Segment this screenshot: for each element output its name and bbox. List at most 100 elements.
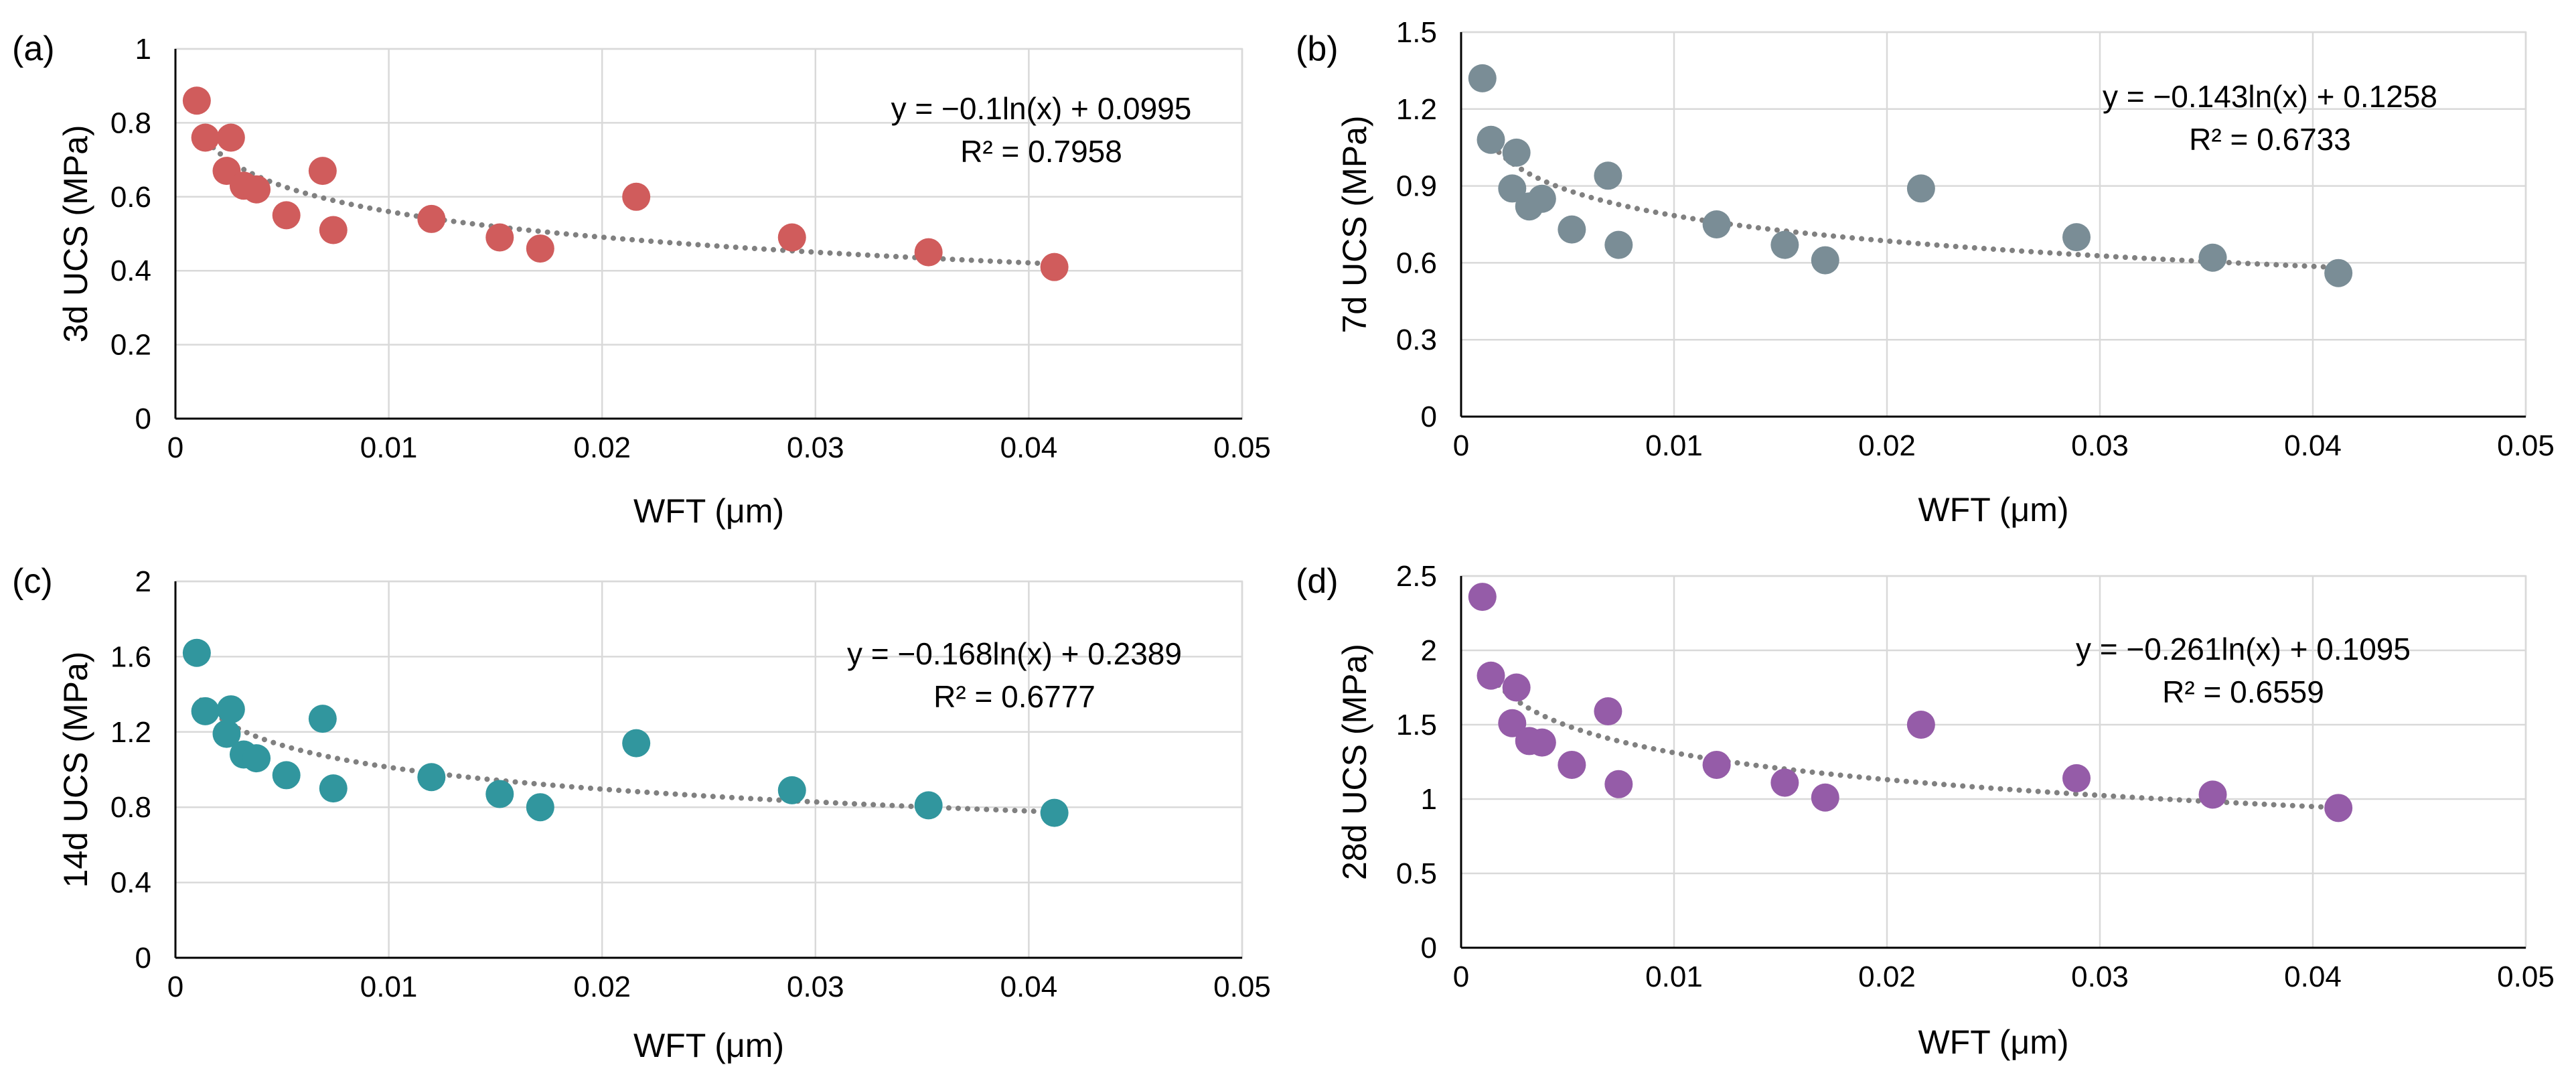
data-point	[191, 123, 220, 152]
data-point	[1498, 174, 1527, 203]
data-point	[777, 223, 806, 252]
x-tick-label: 0.04	[2284, 429, 2342, 462]
x-tick-label: 0.05	[1213, 971, 1271, 1003]
data-point	[1811, 246, 1839, 275]
data-point	[417, 763, 446, 792]
data-point	[1594, 697, 1622, 726]
y-tick-label: 0.6	[1396, 246, 1437, 279]
data-point	[272, 761, 301, 790]
x-tick-label: 0.02	[1858, 960, 1916, 993]
data-point	[1558, 750, 1586, 779]
y-tick-label: 1.6	[110, 640, 151, 673]
x-axis-title: WFT (μm)	[633, 492, 784, 530]
panel-label: (a)	[12, 29, 55, 68]
y-tick-label: 1	[135, 33, 151, 66]
x-tick-label: 0.02	[573, 971, 631, 1003]
data-point	[1502, 673, 1531, 702]
trendline-equation: y = −0.168ln(x) + 0.2389	[847, 636, 1182, 671]
data-point	[2062, 223, 2091, 252]
data-point	[2062, 764, 2091, 792]
y-tick-label: 0.5	[1396, 857, 1437, 890]
data-point	[272, 201, 301, 230]
data-point	[1558, 215, 1586, 244]
x-tick-label: 0.02	[1858, 429, 1916, 462]
data-point	[914, 791, 943, 820]
y-tick-label: 0.2	[110, 329, 151, 362]
y-tick-label: 0.8	[110, 106, 151, 139]
y-axis-title: 7d UCS (MPa)	[1336, 115, 1373, 333]
x-tick-label: 0.02	[573, 431, 631, 464]
y-tick-label: 1	[1421, 783, 1437, 816]
x-tick-label: 0.01	[1645, 429, 1703, 462]
x-axis-title: WFT (μm)	[1918, 1023, 2068, 1061]
chart-panel-3: (c) 0 0.01 0.02 0.03 0.04 0.05 0 0.4 0.8 1.2 1.6 2 WF…	[12, 562, 1271, 1064]
data-point	[2198, 243, 2227, 272]
data-point	[1468, 64, 1497, 92]
data-point	[2198, 780, 2227, 809]
x-axis-title: WFT (μm)	[1918, 491, 2068, 528]
y-tick-label: 1.5	[1396, 16, 1437, 49]
data-point	[1702, 750, 1731, 779]
data-point	[1502, 138, 1531, 167]
y-tick-label: 0.3	[1396, 324, 1437, 356]
x-axis-title: WFT (μm)	[633, 1027, 784, 1064]
data-point	[308, 157, 337, 186]
data-point	[1906, 711, 1935, 739]
data-point	[914, 238, 943, 267]
data-point	[1476, 125, 1505, 154]
y-tick-label: 2	[135, 565, 151, 598]
panel-label: (d)	[1296, 562, 1339, 601]
y-tick-label: 0	[135, 403, 151, 435]
x-tick-label: 0	[1453, 429, 1469, 462]
y-axis-title: 28d UCS (MPa)	[1336, 644, 1373, 880]
x-tick-label: 0.03	[2071, 960, 2129, 993]
y-tick-label: 0	[1421, 401, 1437, 433]
y-tick-label: 0.8	[110, 791, 151, 824]
data-point	[1811, 783, 1839, 812]
data-point	[212, 719, 241, 748]
trendline	[1484, 135, 2342, 271]
data-point	[1604, 770, 1633, 798]
x-tick-label: 0.05	[2497, 429, 2555, 462]
data-point	[1770, 230, 1799, 259]
data-point	[1498, 709, 1527, 737]
x-tick-label: 0.05	[2497, 960, 2555, 993]
r-squared-label: R² = 0.6559	[2162, 674, 2324, 709]
x-tick-label: 0.03	[2071, 429, 2129, 462]
data-point	[308, 705, 337, 733]
panel-label: (b)	[1296, 29, 1339, 68]
x-tick-label: 0.01	[1645, 960, 1703, 993]
data-point	[2324, 259, 2353, 287]
r-squared-label: R² = 0.6777	[933, 679, 1095, 714]
data-point	[2324, 794, 2353, 822]
y-tick-label: 2.5	[1396, 560, 1437, 593]
data-point	[216, 123, 245, 152]
data-point	[1702, 210, 1731, 238]
y-tick-label: 0.6	[110, 181, 151, 214]
y-tick-label: 0	[1421, 932, 1437, 964]
data-point	[1476, 661, 1505, 690]
data-point	[485, 780, 514, 808]
panel-label: (c)	[12, 562, 53, 601]
data-point	[319, 216, 348, 244]
data-point	[1527, 184, 1556, 213]
trendline-equation: y = −0.261ln(x) + 0.1095	[2076, 632, 2411, 666]
chart-panel-4: (d) 0 0.01 0.02 0.03 0.04 0.05 0 0.5 1 1.5 2 2.5 WFT …	[1296, 560, 2555, 1061]
x-tick-label: 0.01	[360, 431, 418, 464]
x-tick-label: 0.03	[787, 431, 844, 464]
x-tick-label: 0	[167, 431, 183, 464]
x-tick-label: 0.01	[360, 971, 418, 1003]
y-tick-label: 1.5	[1396, 709, 1437, 741]
x-tick-label: 0.05	[1213, 431, 1271, 464]
x-tick-label: 0.04	[1000, 431, 1058, 464]
data-point	[1040, 253, 1069, 281]
y-tick-label: 2	[1421, 634, 1437, 667]
y-tick-label: 0	[135, 942, 151, 975]
x-tick-label: 0	[167, 971, 183, 1003]
x-tick-label: 0.04	[2284, 960, 2342, 993]
data-point	[182, 638, 211, 667]
trendline-equation: y = −0.1ln(x) + 0.0995	[891, 91, 1192, 126]
data-point	[1770, 768, 1799, 797]
data-point	[622, 182, 651, 211]
